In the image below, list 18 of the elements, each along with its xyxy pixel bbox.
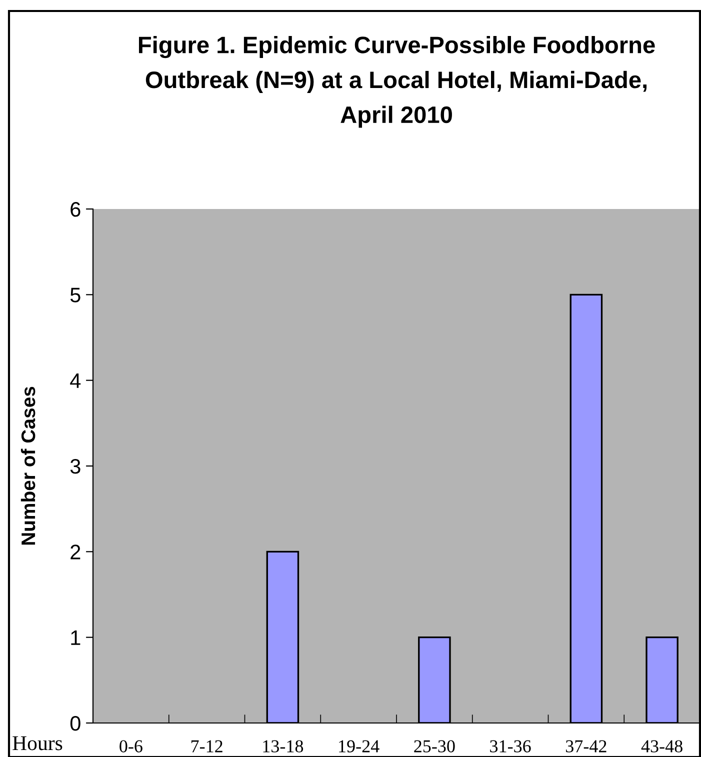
x-tick-label: 0-6: [120, 740, 142, 752]
x-tick-label: 37-42: [566, 740, 606, 752]
x-tick-label: 19-24: [339, 740, 380, 752]
y-tick-label: 3: [70, 459, 80, 474]
x-tick-label: 7-12: [191, 740, 222, 752]
y-tick-label: 6: [70, 202, 80, 217]
y-tick-label: 5: [70, 288, 80, 302]
y-tick-label: 0: [70, 716, 80, 731]
x-tick-label: 13-18: [263, 740, 304, 752]
y-tick-label: 2: [70, 544, 80, 560]
y-tick-label: 4: [70, 374, 81, 388]
y-tick-label: 1: [71, 630, 80, 645]
x-tick-label: 31-36: [490, 740, 531, 752]
y-axis-title: Number of Cases: [20, 386, 36, 545]
x-tick-label: 43-48: [641, 740, 682, 752]
x-axis-title: Hours: [12, 736, 62, 750]
x-tick-label: 25-30: [414, 740, 455, 752]
chart-title: Figure 1. Epidemic Curve-Possible Foodborne Outbreak (N=9) at a Local Hotel, Miami-Dade, April 2010: [138, 36, 655, 128]
